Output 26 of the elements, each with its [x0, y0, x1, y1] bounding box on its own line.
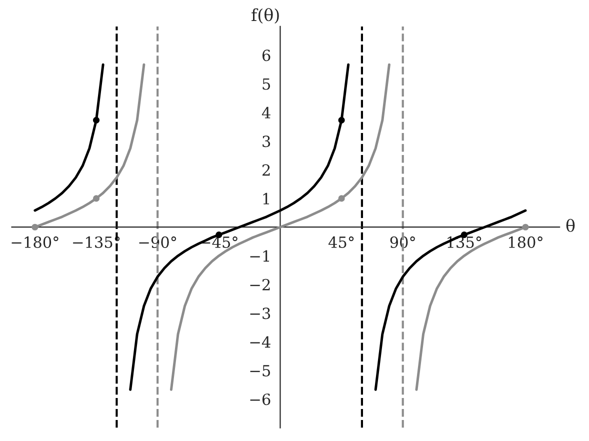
y-tick-label: 3 — [262, 136, 270, 148]
y-tick-label: 6 — [262, 50, 270, 62]
point — [92, 195, 100, 202]
point — [338, 116, 345, 124]
x-tick-label: 90° — [390, 236, 415, 248]
y-tick-label: 1 — [263, 192, 270, 204]
point — [92, 116, 100, 124]
y-tick-label: −3 — [250, 308, 270, 320]
x-tick-label: −45° — [200, 236, 238, 248]
y-tick-label: 4 — [262, 106, 270, 118]
y-tick-label: −6 — [250, 394, 270, 406]
point — [338, 195, 345, 202]
point — [522, 224, 529, 230]
y-tick-label: 2 — [262, 164, 270, 176]
y-tick-label: 5 — [262, 78, 270, 90]
x-tick-label: −135° — [73, 236, 120, 248]
point — [32, 224, 38, 230]
y-tick-label: −5 — [250, 365, 270, 376]
y-axis-title: f(θ) — [252, 8, 279, 24]
y-tick-label: −1 — [250, 250, 270, 262]
x-axis-title: θ — [566, 218, 575, 232]
x-tick-label: −180° — [12, 236, 58, 248]
x-tick-label: 180° — [508, 236, 542, 248]
y-tick-label: −4 — [250, 336, 270, 348]
y-tick-label: −2 — [250, 278, 270, 290]
x-tick-label: 45° — [328, 236, 354, 248]
